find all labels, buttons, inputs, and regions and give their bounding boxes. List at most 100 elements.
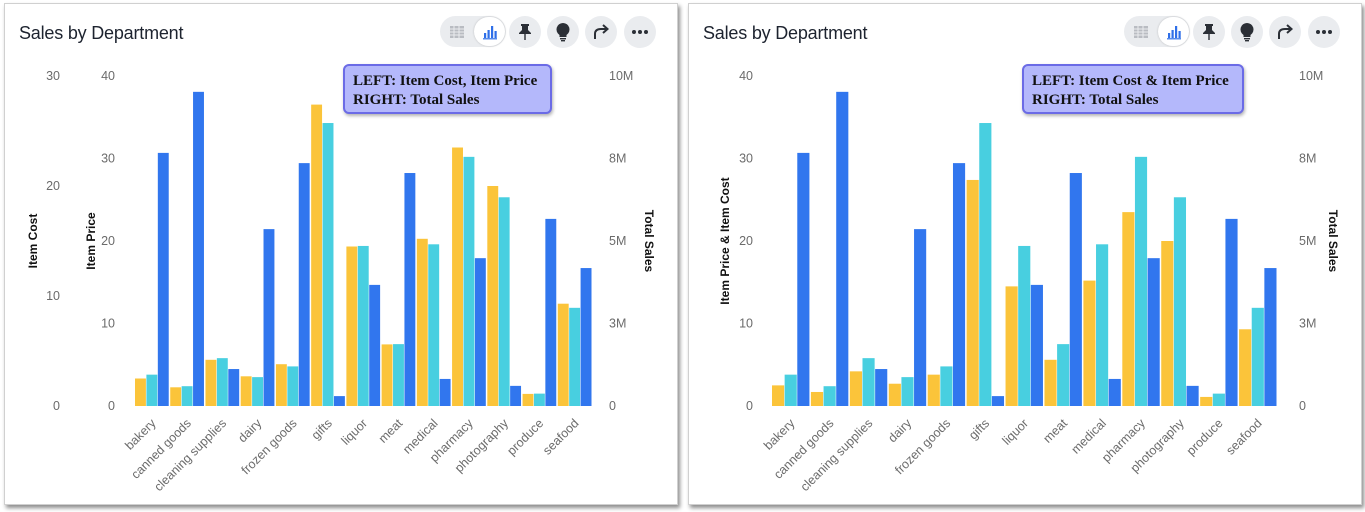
- table-view-button[interactable]: [1125, 17, 1156, 46]
- bar-item-cost: [1161, 241, 1174, 406]
- x-tick-label: cleaning supplies: [798, 416, 876, 494]
- x-tick-label: bakery: [761, 416, 798, 453]
- bar-item-price: [1018, 245, 1031, 406]
- bar-total-sales: [1030, 284, 1043, 406]
- insights-button[interactable]: [547, 16, 579, 48]
- bar-item-cost: [966, 179, 979, 406]
- annotation-box: LEFT: Item Cost, Item Price RIGHT: Total…: [343, 64, 552, 114]
- share-button[interactable]: [1269, 16, 1301, 48]
- annotation-box: LEFT: Item Cost & Item Price RIGHT: Tota…: [1022, 64, 1244, 114]
- x-tick-label: gifts: [966, 416, 992, 442]
- bar-item-cost: [487, 186, 499, 406]
- bar-total-sales: [991, 396, 1005, 406]
- bar-chart: 0 10 20 30 40 Item Price & Item Cost 0 3M 5M 8M 10…: [718, 69, 1340, 494]
- x-tick-label: seafood: [540, 416, 581, 457]
- bar-item-cost: [1122, 212, 1135, 406]
- bar-item-price: [1134, 156, 1148, 406]
- bar-item-price: [862, 358, 875, 406]
- bar-item-price: [1096, 244, 1109, 406]
- bar-chart: 0 10 20 30 Item Cost 0 10 20 30 40 Item Price 0 3M 5M…: [26, 69, 656, 494]
- bar-total-sales: [1225, 218, 1238, 406]
- bar-total-sales: [1069, 173, 1082, 406]
- x-tick-label: liquor: [1000, 416, 1032, 448]
- pin-button[interactable]: [509, 16, 541, 48]
- bar-item-price: [393, 344, 404, 406]
- x-tick-label: produce: [1184, 416, 1226, 458]
- x-tick-label: meat: [376, 416, 406, 446]
- bar-item-cost: [927, 374, 940, 406]
- bar-item-price: [979, 123, 992, 407]
- view-toggle[interactable]: [440, 16, 506, 47]
- y-tick-label: 10M: [609, 69, 633, 83]
- lightbulb-icon: [1240, 22, 1254, 42]
- y-tick-label: 5M: [609, 234, 626, 248]
- card-title: Sales by Department: [703, 23, 868, 43]
- share-icon: [594, 24, 610, 39]
- bar-total-sales: [1186, 385, 1199, 406]
- more-icon: [632, 30, 648, 34]
- y-tick-label: 30: [739, 152, 753, 166]
- bar-total-sales: [439, 378, 451, 406]
- chart-view-button[interactable]: [1158, 17, 1189, 46]
- x-tick-label: dairy: [235, 416, 265, 446]
- x-tick-label: meat: [1040, 416, 1070, 446]
- bar-item-cost: [1083, 280, 1096, 406]
- table-view-button[interactable]: [441, 17, 472, 46]
- bar-total-sales: [580, 268, 592, 406]
- pin-button[interactable]: [1193, 16, 1225, 48]
- bar-total-sales: [1264, 268, 1277, 406]
- bar-item-cost: [888, 383, 901, 406]
- bar-item-price: [1057, 344, 1070, 406]
- bar-item-cost: [275, 364, 287, 406]
- axis-title: Total Sales: [642, 210, 656, 273]
- share-button[interactable]: [585, 16, 617, 48]
- bar-item-price: [940, 366, 953, 406]
- bar-item-cost: [1044, 359, 1057, 406]
- y-tick-label: 20: [739, 234, 753, 248]
- insights-button[interactable]: [1231, 16, 1263, 48]
- view-toggle[interactable]: [1124, 16, 1190, 47]
- bar-item-price: [823, 386, 836, 406]
- bar-total-sales: [369, 284, 381, 406]
- bar-item-cost: [810, 391, 824, 406]
- y-tick-label: 20: [101, 234, 115, 248]
- y-tick-label: 30: [101, 152, 115, 166]
- bar-item-price: [533, 393, 545, 406]
- card-title: Sales by Department: [19, 23, 184, 43]
- bar-item-price: [463, 156, 475, 406]
- bar-item-price: [428, 244, 440, 406]
- bar-total-sales: [1147, 258, 1160, 406]
- bar-chart-icon: [482, 25, 497, 39]
- y-tick-label: 5M: [1299, 234, 1316, 248]
- more-button[interactable]: [1308, 16, 1340, 48]
- y-tick-label: 3M: [609, 317, 626, 331]
- bar-item-cost: [381, 344, 393, 406]
- bar-item-price: [498, 197, 510, 406]
- bar-item-cost: [170, 387, 182, 406]
- share-icon: [1278, 24, 1294, 39]
- axis-title: Item Cost: [26, 214, 40, 269]
- pin-icon: [519, 24, 531, 40]
- bar-total-sales: [193, 91, 204, 406]
- bar-total-sales: [404, 173, 416, 406]
- annotation-line-1: LEFT: Item Cost, Item Price: [353, 73, 538, 89]
- bar-total-sales: [333, 396, 345, 406]
- annotation-line-2: RIGHT: Total Sales: [1032, 92, 1159, 108]
- bar-item-cost: [416, 238, 428, 406]
- bar-total-sales: [157, 152, 169, 406]
- bar-total-sales: [545, 218, 557, 406]
- bar-total-sales: [875, 369, 888, 406]
- x-tick-label: dairy: [885, 416, 915, 446]
- bar-total-sales: [797, 152, 810, 406]
- axis-title: Item Price & Item Cost: [718, 177, 732, 304]
- bar-total-sales: [263, 229, 275, 406]
- bar-total-sales: [298, 163, 310, 406]
- pin-icon: [1203, 24, 1215, 40]
- chart-view-button[interactable]: [474, 17, 505, 46]
- more-button[interactable]: [624, 16, 656, 48]
- table-icon: [449, 25, 464, 38]
- bar-total-sales: [1108, 378, 1121, 406]
- bar-total-sales: [952, 163, 966, 406]
- bar-item-price: [1212, 393, 1225, 406]
- y-tick-label: 10: [46, 289, 60, 303]
